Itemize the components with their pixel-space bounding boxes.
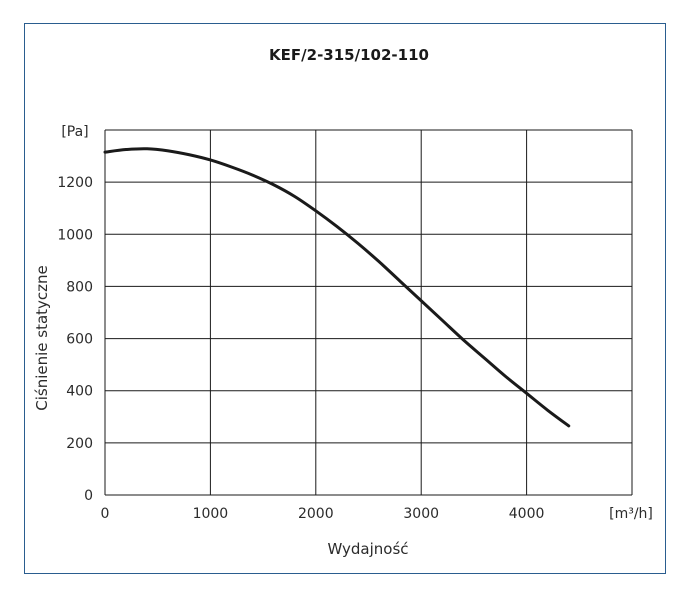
x-tick-label-0: 0 bbox=[101, 506, 110, 522]
y-tick-label-6: 1200 bbox=[57, 175, 93, 191]
y-tick-label-5: 1000 bbox=[57, 227, 93, 243]
x-tick-label-1: 1000 bbox=[193, 506, 229, 522]
y-tick-labels: 0 200 400 600 800 1000 1200 bbox=[57, 175, 93, 504]
grid bbox=[104, 129, 633, 496]
y-tick-label-0: 0 bbox=[84, 488, 93, 504]
series-curve bbox=[103, 147, 571, 428]
x-tick-label-4: 4000 bbox=[509, 506, 545, 522]
y-tick-label-1: 200 bbox=[66, 436, 93, 452]
chart-svg: KEF/2-315/102-110 0 1000 2000 3000 4000 0 200… bbox=[33, 46, 653, 558]
y-tick-label-4: 800 bbox=[66, 279, 93, 295]
chart-frame: KEF/2-315/102-110 0 1000 2000 3000 4000 0 200… bbox=[24, 23, 666, 574]
x-tick-labels: 0 1000 2000 3000 4000 bbox=[101, 506, 545, 522]
y-tick-label-3: 600 bbox=[66, 332, 93, 348]
y-unit-label: [Pa] bbox=[61, 124, 88, 140]
x-tick-label-2: 2000 bbox=[298, 506, 334, 522]
x-unit-label: [m³/h] bbox=[609, 506, 653, 522]
x-tick-label-3: 3000 bbox=[403, 506, 439, 522]
chart-title: KEF/2-315/102-110 bbox=[269, 46, 429, 64]
y-tick-label-2: 400 bbox=[66, 384, 93, 400]
x-axis-title: Wydajność bbox=[327, 540, 408, 558]
y-axis-title: Ciśnienie statyczne bbox=[33, 265, 51, 411]
